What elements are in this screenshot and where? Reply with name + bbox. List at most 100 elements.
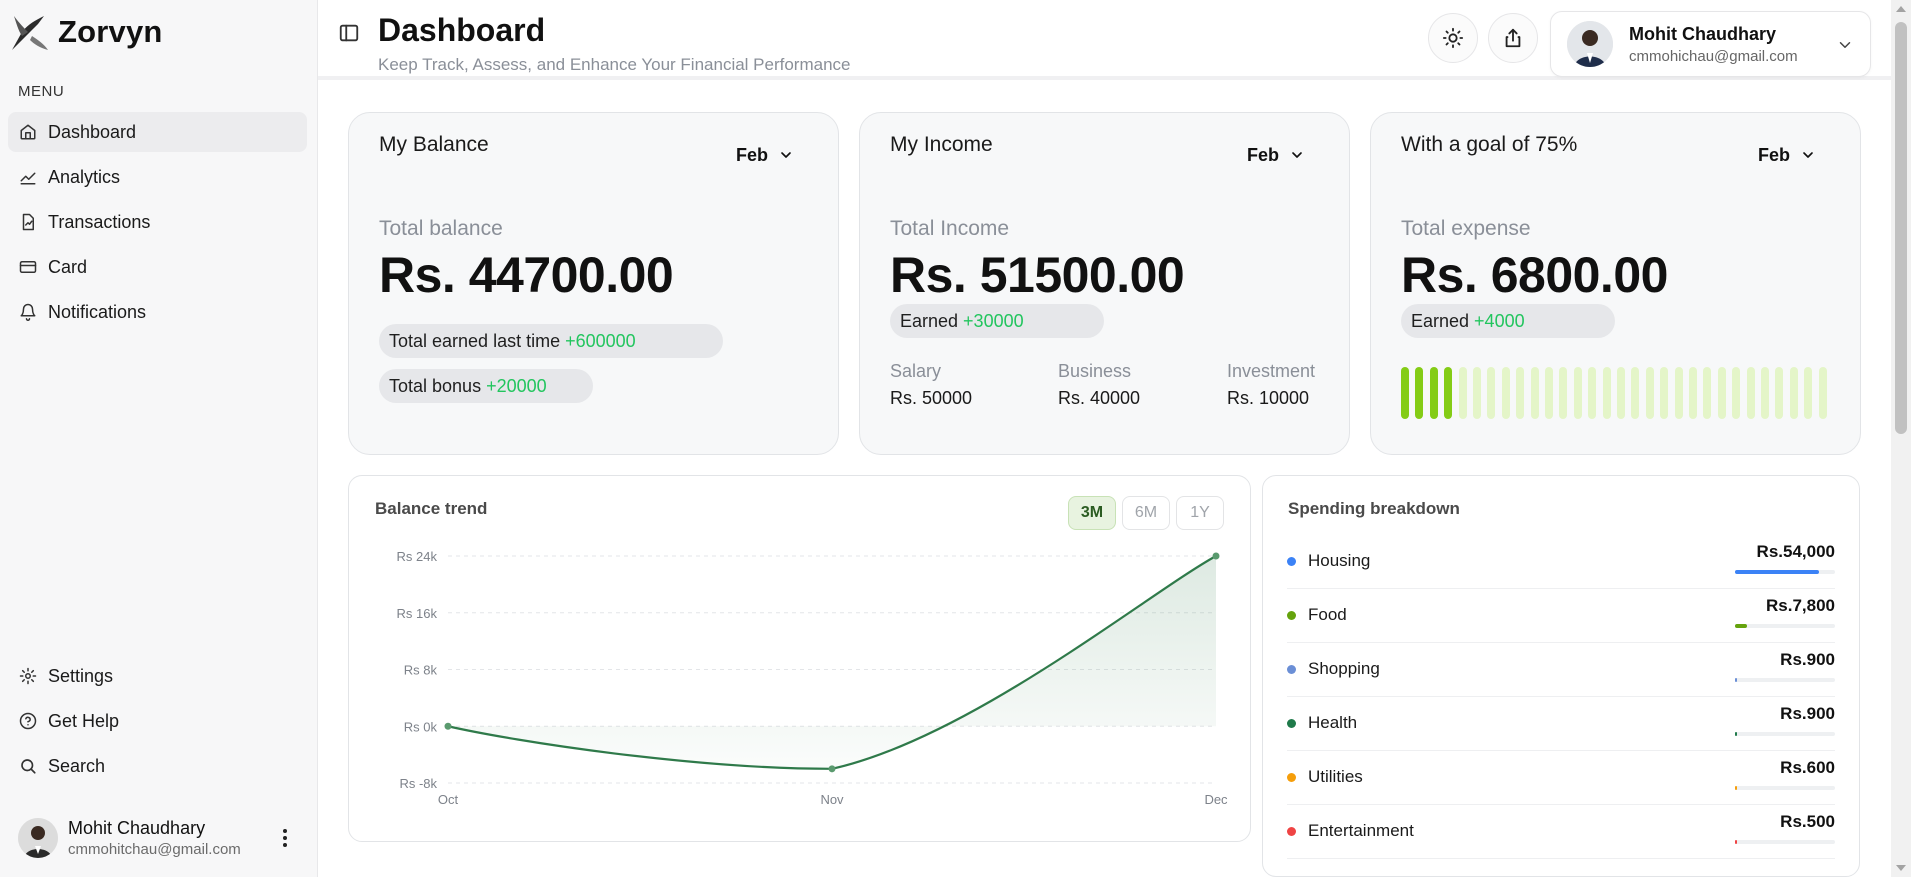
spending-row[interactable]: Housing Rs.54,000 xyxy=(1287,535,1835,589)
category-dot xyxy=(1287,827,1296,836)
sidebar-item-card[interactable]: Card xyxy=(8,247,307,287)
scrollbar[interactable] xyxy=(1891,0,1911,877)
income-value: Rs. 10000 xyxy=(1227,388,1310,408)
month-value: Feb xyxy=(1757,144,1790,165)
category-bar-track xyxy=(1735,786,1835,790)
category-amount: Rs.7,800 xyxy=(1766,596,1835,615)
goal-bar xyxy=(1415,367,1424,419)
sun-icon xyxy=(1442,27,1464,49)
sidebar-item-dashboard[interactable]: Dashboard xyxy=(8,112,307,152)
spending-row[interactable]: Food Rs.7,800 xyxy=(1287,589,1835,643)
category-amount: Rs.900 xyxy=(1780,704,1835,723)
tab-1y[interactable]: 1Y xyxy=(1176,496,1224,530)
card-title: My Income xyxy=(890,133,993,156)
balance-card: My Balance Feb Total balance Rs. 44700.0… xyxy=(348,112,839,455)
goal-bar xyxy=(1501,367,1510,419)
sidebar-user[interactable]: Mohit Chaudhary cmmohitchau@gmail.com xyxy=(18,816,303,860)
income-label: Business xyxy=(1058,361,1132,381)
income-value: Rs. 50000 xyxy=(890,388,973,408)
goal-bar xyxy=(1703,367,1712,419)
earned-pill: Total earned last time +600000 xyxy=(379,324,723,358)
month-value: Feb xyxy=(1246,144,1279,165)
category-bar-fill xyxy=(1735,786,1737,790)
sidebar-user-email: cmmohitchau@gmail.com xyxy=(68,841,241,858)
category-bar-track xyxy=(1735,570,1835,574)
theme-toggle-button[interactable] xyxy=(1428,13,1478,63)
more-options-icon[interactable] xyxy=(275,826,295,850)
share-button[interactable] xyxy=(1488,13,1538,63)
goal-bar xyxy=(1732,367,1741,419)
sidebar-item-transactions[interactable]: Transactions xyxy=(8,202,307,242)
category-name: Entertainment xyxy=(1308,821,1414,840)
scroll-up-icon[interactable] xyxy=(1896,6,1906,12)
data-point xyxy=(828,765,836,773)
month-dropdown[interactable]: Feb xyxy=(1233,138,1319,172)
brand[interactable]: Zorvyn xyxy=(8,10,163,54)
avatar xyxy=(18,818,58,858)
chart-title: Balance trend xyxy=(375,499,488,518)
pill-value: +20000 xyxy=(486,375,547,396)
sidebar-item-label: Search xyxy=(48,755,106,776)
home-icon xyxy=(20,124,36,140)
spending-row[interactable]: Health Rs.900 xyxy=(1287,697,1835,751)
category-bar-fill xyxy=(1735,570,1819,574)
income-business: Business Rs. 40000 xyxy=(1058,361,1140,409)
menu-title: MENU xyxy=(18,83,65,100)
sidebar-item-analytics[interactable]: Analytics xyxy=(8,157,307,197)
spending-row[interactable]: Utilities Rs.600 xyxy=(1287,751,1835,805)
card-title: With a goal of 75% xyxy=(1401,133,1578,156)
category-dot xyxy=(1287,611,1296,620)
card-title: My Balance xyxy=(379,133,489,156)
goal-bar xyxy=(1473,367,1481,419)
category-name: Housing xyxy=(1308,551,1371,570)
category-dot xyxy=(1287,665,1296,674)
chevron-down-icon xyxy=(1292,152,1302,158)
category-bar-track xyxy=(1735,840,1835,844)
stat-label: Total balance xyxy=(379,217,503,240)
chevron-down-icon xyxy=(781,152,791,158)
goal-bar xyxy=(1602,367,1611,419)
income-investment: Investment Rs. 10000 xyxy=(1227,361,1315,409)
x-tick-label: Oct xyxy=(438,792,459,807)
goal-bar xyxy=(1401,367,1409,419)
category-name: Health xyxy=(1308,713,1358,732)
stat-value: Rs. 51500.00 xyxy=(890,247,1185,303)
goal-bar xyxy=(1516,367,1525,419)
goal-bar xyxy=(1530,367,1539,419)
y-tick-label: Rs 0k xyxy=(404,719,438,734)
goal-bar xyxy=(1746,367,1755,419)
sidebar-toggle-icon[interactable] xyxy=(338,22,360,44)
spending-breakdown-card: Spending breakdown Housing Rs.54,000 Foo… xyxy=(1262,475,1860,877)
user-menu-button[interactable]: Mohit Chaudhary cmmohichau@gmail.com xyxy=(1550,11,1871,77)
spending-row[interactable]: Entertainment Rs.500 xyxy=(1287,805,1835,859)
gear-icon xyxy=(19,667,37,685)
spending-row[interactable]: Shopping Rs.900 xyxy=(1287,643,1835,697)
sidebar-item-get-help[interactable]: Get Help xyxy=(8,701,307,741)
scroll-down-icon[interactable] xyxy=(1896,865,1906,871)
chevron-down-icon xyxy=(1803,152,1813,158)
scrollbar-thumb[interactable] xyxy=(1895,22,1907,434)
income-salary: Salary Rs. 50000 xyxy=(890,361,972,409)
data-point xyxy=(444,722,452,730)
goal-bar xyxy=(1660,367,1669,419)
user-name: Mohit Chaudhary xyxy=(1629,23,1776,44)
logo-icon xyxy=(12,16,48,50)
goal-bar xyxy=(1818,367,1827,419)
header: Dashboard Keep Track, Assess, and Enhanc… xyxy=(318,0,1891,80)
stat-value: Rs. 44700.00 xyxy=(379,247,674,303)
tab-3m[interactable]: 3M xyxy=(1068,496,1116,530)
goal-bar xyxy=(1545,367,1553,419)
earned-pill: Earned +4000 xyxy=(1401,304,1615,338)
sidebar-item-notifications[interactable]: Notifications xyxy=(8,292,307,332)
pill-label: Total bonus xyxy=(389,375,482,396)
goal-bar xyxy=(1689,367,1697,419)
sidebar-user-name: Mohit Chaudhary xyxy=(68,818,206,838)
category-name: Food xyxy=(1308,605,1347,624)
month-dropdown[interactable]: Feb xyxy=(1744,138,1830,172)
sidebar-item-settings[interactable]: Settings xyxy=(8,656,307,696)
tab-6m[interactable]: 6M xyxy=(1122,496,1170,530)
category-amount: Rs.54,000 xyxy=(1756,542,1835,561)
y-tick-label: Rs 8k xyxy=(404,663,438,678)
sidebar-item-search[interactable]: Search xyxy=(8,746,307,786)
month-dropdown[interactable]: Feb xyxy=(722,138,808,172)
